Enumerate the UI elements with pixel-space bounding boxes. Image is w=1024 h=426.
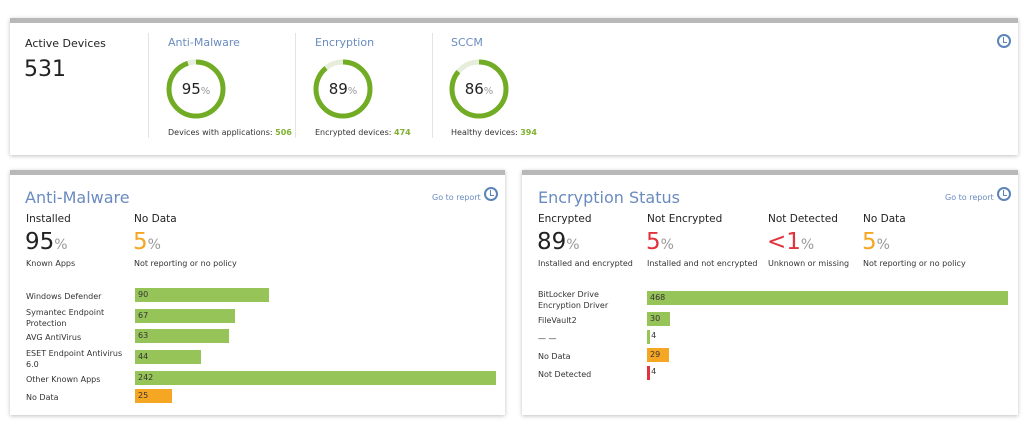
bar-label: Windows Defender bbox=[26, 292, 102, 301]
bar-label: Symantec Endpoint Protection bbox=[26, 308, 105, 328]
bar-label: BitLocker Drive Encryption Driver bbox=[538, 290, 609, 310]
bar[interactable]: 29 bbox=[647, 348, 670, 362]
card-title: Anti-Malware bbox=[25, 188, 130, 207]
gauge-value: 89% bbox=[328, 80, 358, 98]
anti-malware-card: Anti-Malware Go to report Installed 95% … bbox=[10, 170, 505, 415]
bar-label: ESET Endpoint Antivirus 6.0 bbox=[26, 349, 123, 369]
clock-icon[interactable] bbox=[484, 187, 498, 201]
bar[interactable]: 242 bbox=[135, 371, 496, 385]
bar-value: 468 bbox=[650, 293, 666, 302]
gauge-fill bbox=[313, 59, 373, 119]
bar-value: 242 bbox=[138, 373, 154, 382]
bar-value: 29 bbox=[650, 350, 661, 359]
stat-value: 5% bbox=[862, 229, 890, 255]
bar-value: 67 bbox=[138, 311, 149, 320]
bar-value: 4 bbox=[651, 367, 657, 376]
bar-value: 4 bbox=[651, 331, 657, 340]
stat-value: 89% bbox=[537, 229, 580, 255]
stat-label: No Data bbox=[863, 213, 906, 225]
stat-label: No Data bbox=[134, 213, 177, 225]
bar[interactable]: 63 bbox=[135, 329, 229, 343]
bar-value: 90 bbox=[138, 290, 149, 299]
bar-label: — — bbox=[538, 334, 557, 343]
gauge-title[interactable]: SCCM bbox=[451, 36, 483, 49]
go-to-report-link[interactable]: Go to report bbox=[945, 193, 994, 202]
stat-value: 95% bbox=[25, 229, 68, 255]
bar-label: Not Detected bbox=[538, 370, 592, 379]
stat-label: Not Detected bbox=[768, 213, 838, 225]
stat-caption: Installed and not encrypted bbox=[647, 259, 758, 268]
stat-caption: Known Apps bbox=[26, 259, 76, 268]
gauge-ring bbox=[166, 59, 226, 119]
encryption-status-card: Encryption Status Go to report Encrypted… bbox=[522, 170, 1018, 415]
bar-value: 63 bbox=[138, 331, 149, 340]
bar-label: FileVault2 bbox=[538, 316, 577, 325]
bar[interactable]: 67 bbox=[135, 309, 235, 323]
stat-caption: Not reporting or no policy bbox=[134, 259, 237, 268]
summary-card: Active Devices 531 Anti-Malware 95% Devi… bbox=[10, 18, 1018, 155]
bar[interactable]: 30 bbox=[647, 312, 671, 326]
stat-label: Encrypted bbox=[538, 213, 592, 225]
stat-caption: Not reporting or no policy bbox=[863, 259, 966, 268]
divider bbox=[432, 33, 433, 138]
stat-value: 5% bbox=[133, 229, 161, 255]
bar-value: 30 bbox=[650, 314, 661, 323]
active-devices-label: Active Devices bbox=[25, 37, 106, 50]
gauge-caption: Encrypted devices: 474 bbox=[315, 128, 411, 137]
bar[interactable] bbox=[647, 366, 651, 380]
clock-icon[interactable] bbox=[997, 187, 1011, 201]
bar-label: AVG AntiVirus bbox=[26, 333, 82, 342]
gauge-value: 86% bbox=[464, 80, 494, 98]
stat-label: Installed bbox=[26, 213, 71, 225]
clock-icon[interactable] bbox=[997, 34, 1011, 48]
stat-caption: Installed and encrypted bbox=[538, 259, 633, 268]
bar-label: No Data bbox=[538, 352, 571, 361]
gauge-caption: Devices with applications: 506 bbox=[168, 128, 292, 137]
card-title: Encryption Status bbox=[538, 188, 680, 207]
gauge-title[interactable]: Anti-Malware bbox=[168, 36, 240, 49]
divider bbox=[148, 33, 149, 138]
gauge-title[interactable]: Encryption bbox=[315, 36, 375, 49]
bar[interactable]: 90 bbox=[135, 288, 270, 302]
stat-value: <1% bbox=[767, 229, 815, 255]
divider bbox=[295, 33, 296, 138]
gauge-value: 95% bbox=[181, 80, 211, 98]
bar[interactable] bbox=[647, 330, 651, 344]
gauge-ring bbox=[449, 59, 509, 119]
gauge-ring bbox=[313, 59, 373, 119]
go-to-report-link[interactable]: Go to report bbox=[432, 193, 481, 202]
active-devices-value: 531 bbox=[24, 57, 66, 82]
stat-label: Not Encrypted bbox=[647, 213, 723, 225]
bar[interactable]: 468 bbox=[647, 291, 1008, 305]
gauge-fill bbox=[166, 59, 226, 119]
stat-caption: Unknown or missing bbox=[768, 259, 850, 268]
bar-label: Other Known Apps bbox=[26, 375, 101, 384]
stat-value: 5% bbox=[646, 229, 674, 255]
gauge-fill bbox=[449, 59, 509, 119]
bar-value: 25 bbox=[138, 391, 149, 400]
bar-label: No Data bbox=[26, 393, 59, 402]
bar[interactable]: 44 bbox=[135, 350, 201, 364]
bar-value: 44 bbox=[138, 352, 149, 361]
bar[interactable]: 25 bbox=[135, 389, 173, 403]
gauge-caption: Healthy devices: 394 bbox=[451, 128, 537, 137]
